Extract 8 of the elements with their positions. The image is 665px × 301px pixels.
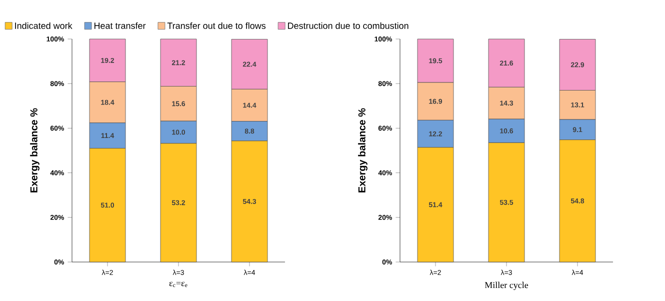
y-axis-title: Exergy balance % <box>358 108 368 192</box>
legend-label: Destruction due to combustion <box>288 22 408 29</box>
legend-label: Heat transfer <box>94 22 146 29</box>
legend-label: Indicated work <box>15 22 72 29</box>
y-axis-title: Exergy balance % <box>30 108 40 192</box>
legend-label: Transfer out due to flows <box>167 22 266 29</box>
x-axis-title: ε$_{c}$=ε$_{e}$ <box>169 282 188 288</box>
x-axis-title: Miller cycle <box>484 282 528 290</box>
